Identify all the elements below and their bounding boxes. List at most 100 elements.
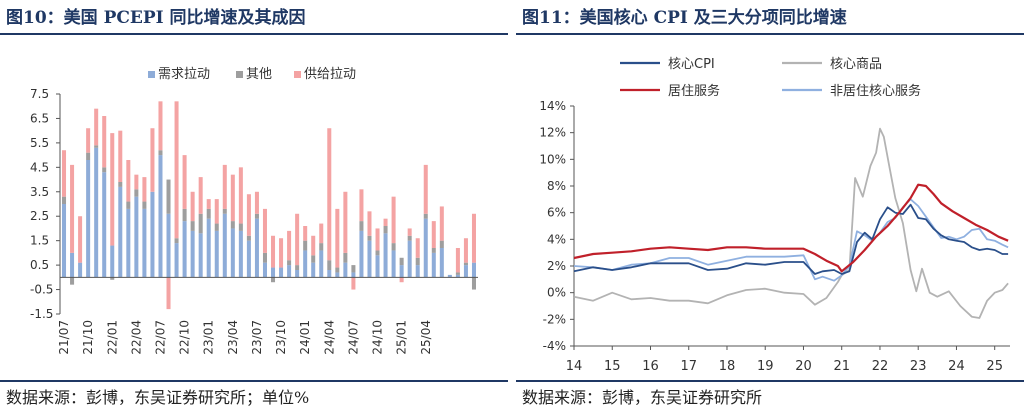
bar-demand (359, 230, 364, 278)
y-tick-label: -4% (543, 339, 566, 353)
bar-demand (303, 250, 308, 278)
bar-supply (174, 101, 179, 239)
bar-supply (102, 116, 107, 168)
chart-panel-core-cpi: 图11：美国核心 CPI 及三大分项同比增速 核心CPI 核心商品 居住服务 非居住核… (516, 0, 1024, 415)
title-divider (516, 33, 1024, 35)
y-tick-label: -1.5 (30, 307, 53, 321)
legend-swatch (294, 71, 301, 78)
bar-demand (262, 262, 267, 278)
legend-label: 核心商品 (830, 57, 882, 72)
bar-other (407, 235, 412, 241)
bar-demand (455, 274, 460, 278)
bar-other (86, 152, 91, 160)
bar-supply (214, 199, 219, 224)
bar-other (190, 221, 195, 231)
bar-other (166, 179, 171, 214)
bar-demand (399, 265, 404, 278)
series-line-core-cpi (573, 203, 1009, 275)
bar-supply (78, 216, 83, 263)
series-line-core-services-ex-shelter (573, 198, 1009, 282)
source-divider (0, 380, 508, 382)
bar-demand (343, 262, 348, 278)
bar-demand (214, 230, 219, 278)
bar-other (439, 240, 444, 248)
bar-supply (279, 238, 284, 268)
bar-demand (463, 265, 468, 278)
bar-other (102, 167, 107, 173)
legend-label: 需求拉动 (158, 67, 210, 82)
bar-other (375, 250, 380, 256)
bar-supply (367, 211, 372, 236)
bar-other (118, 182, 123, 187)
x-tick-label: 22/10 (178, 320, 192, 355)
bar-other (327, 260, 332, 270)
bar-demand (142, 208, 147, 278)
y-tick-label: 2.5 (30, 209, 49, 223)
legend-swatch (236, 71, 243, 78)
bar-supply (182, 155, 187, 209)
bar-other (238, 223, 243, 231)
y-tick-label: 8% (547, 179, 566, 193)
bar-other (198, 213, 203, 234)
bar-supply (471, 213, 476, 263)
bar-demand (439, 248, 444, 278)
x-tick-label: 25/01 (395, 320, 409, 355)
bar-demand (407, 240, 412, 278)
x-tick-label: 24/10 (371, 320, 385, 355)
bar-supply (271, 235, 276, 268)
bar-supply (222, 164, 227, 209)
legend-item: 核心CPI (620, 57, 715, 72)
bar-supply (295, 213, 300, 266)
bar-other (214, 223, 219, 231)
legend-label: 非居住核心服务 (830, 83, 921, 99)
bar-other (399, 257, 404, 266)
bar-supply (230, 174, 235, 222)
y-tick-label: 3.5 (30, 185, 49, 199)
bar-supply (142, 177, 147, 202)
bar-other (367, 235, 372, 241)
legend-item: 需求拉动 (148, 67, 210, 82)
bar-demand (126, 208, 131, 278)
bar-other (455, 272, 460, 275)
y-tick-label: -2% (543, 312, 566, 326)
series-line-core-goods (573, 127, 1009, 319)
bar-other (62, 196, 67, 204)
legend-label: 核心CPI (668, 57, 715, 72)
bar-demand (198, 233, 203, 278)
bar-demand (62, 204, 67, 278)
bar-demand (174, 243, 179, 278)
bar-supply (70, 164, 75, 253)
x-tick-label: 23/01 (202, 320, 216, 355)
bar-supply (198, 177, 203, 214)
legend-label: 居住服务 (668, 83, 720, 99)
bar-supply (391, 196, 396, 244)
y-tick-label: 0% (547, 286, 566, 300)
bar-demand (78, 262, 83, 278)
y-tick-label: 6.5 (30, 111, 49, 125)
bar-other (343, 252, 348, 263)
bar-supply (254, 191, 259, 214)
bar-other (262, 252, 267, 263)
x-tick-label: 24/07 (346, 320, 360, 355)
bar-supply (327, 128, 332, 261)
bar-supply (238, 167, 243, 224)
bar-supply (415, 238, 420, 258)
legend-label: 供给拉动 (304, 67, 356, 82)
bar-demand (367, 240, 372, 278)
bar-other (359, 221, 364, 231)
bar-supply (407, 228, 412, 236)
bar-other (351, 265, 356, 273)
pcepi-bar-chart: 需求拉动 其他 供给拉动 7.5 6.5 5.5 4.5 3.5 2.5 1.5 0.5 -0.5 -1… (30, 67, 478, 355)
bar-supply (158, 101, 163, 151)
bar-demand (118, 186, 123, 278)
y-tick-label: 7.5 (30, 87, 49, 101)
bar-supply (246, 194, 251, 236)
bar-demand (238, 230, 243, 278)
bar-demand (134, 196, 139, 278)
bar-demand (335, 272, 340, 278)
legend-item: 其他 (236, 67, 272, 82)
bar-demand (351, 272, 356, 278)
x-tick-label: 15 (604, 359, 621, 374)
bar-supply (110, 133, 115, 246)
